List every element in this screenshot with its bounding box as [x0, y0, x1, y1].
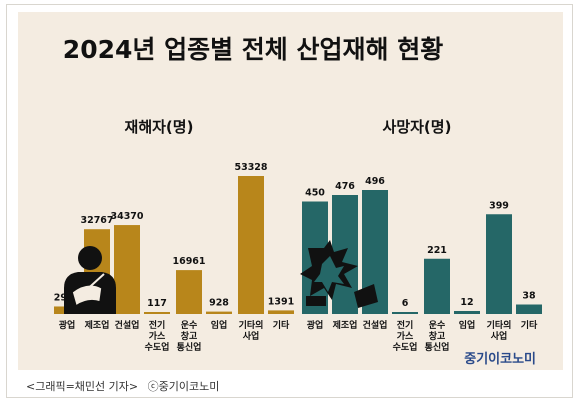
deaths-category-label: 기타의 사업 — [487, 319, 512, 342]
deaths-bar — [486, 214, 512, 314]
brand-logo: 중기이코노미 — [464, 351, 536, 367]
injured-value-label: 53328 — [234, 162, 267, 173]
chart-svg: 2024년 업종별 전체 산업재해 현황 재해자(명) 사망자(명) 2909광… — [54, 35, 542, 367]
deaths-bar — [424, 258, 450, 314]
injured-bar — [144, 312, 170, 314]
injured-value-label: 34370 — [110, 211, 143, 222]
injured-category-label: 운수 창고 통신업 — [177, 320, 202, 353]
injured-category-label: 건설업 — [115, 319, 140, 331]
injured-value-label: 117 — [147, 298, 167, 309]
deaths-bar — [454, 311, 480, 314]
injured-value-label: 16961 — [172, 256, 205, 267]
injured-bar — [268, 310, 294, 314]
injured-category-label: 제조업 — [85, 319, 110, 331]
deaths-value-label: 6 — [402, 298, 409, 309]
deaths-subtitle: 사망자(명) — [383, 118, 452, 136]
deaths-value-label: 476 — [335, 181, 355, 192]
deaths-bar — [516, 304, 542, 314]
deaths-value-label: 221 — [427, 245, 447, 256]
injured-value-label: 1391 — [268, 296, 294, 307]
injured-category-label: 기타의 사업 — [239, 319, 264, 342]
chart-title: 2024년 업종별 전체 산업재해 현황 — [63, 35, 443, 64]
injured-value-label: 32767 — [80, 215, 113, 226]
deaths-category-label: 건설업 — [363, 319, 388, 331]
injured-bar — [176, 270, 202, 314]
injured-bar — [114, 225, 140, 314]
deaths-value-label: 38 — [522, 291, 536, 302]
copyright-text: ⓒ중기이코노미 — [147, 380, 220, 393]
deaths-category-label: 광업 — [307, 319, 324, 331]
injured-category-label: 광업 — [59, 319, 76, 331]
deaths-category-label: 제조업 — [333, 319, 358, 331]
deaths-category-label: 기타 — [521, 319, 538, 331]
injured-worker-icon — [64, 246, 116, 314]
deaths-value-label: 399 — [489, 200, 509, 211]
graphic-credit: <그래픽=채민선 기자> — [26, 380, 139, 393]
injured-value-label: 928 — [209, 298, 229, 309]
accident-burst-icon — [300, 240, 378, 308]
injured-subtitle: 재해자(명) — [125, 118, 194, 136]
injured-bar — [206, 311, 232, 314]
injured-bar — [238, 176, 264, 314]
injured-category-label: 기타 — [273, 319, 290, 331]
injured-category-label: 전기 가스 수도업 — [145, 319, 170, 353]
deaths-category-label: 임업 — [459, 319, 476, 331]
image-caption: <그래픽=채민선 기자> ⓒ중기이코노미 — [26, 378, 225, 394]
deaths-value-label: 450 — [305, 188, 325, 199]
deaths-value-label: 496 — [365, 176, 385, 187]
deaths-category-label: 전기 가스 수도업 — [393, 319, 418, 353]
injured-category-label: 임업 — [211, 319, 228, 331]
deaths-category-label: 운수 창고 통신업 — [425, 320, 450, 353]
deaths-bar — [392, 312, 418, 314]
deaths-value-label: 12 — [460, 297, 473, 308]
